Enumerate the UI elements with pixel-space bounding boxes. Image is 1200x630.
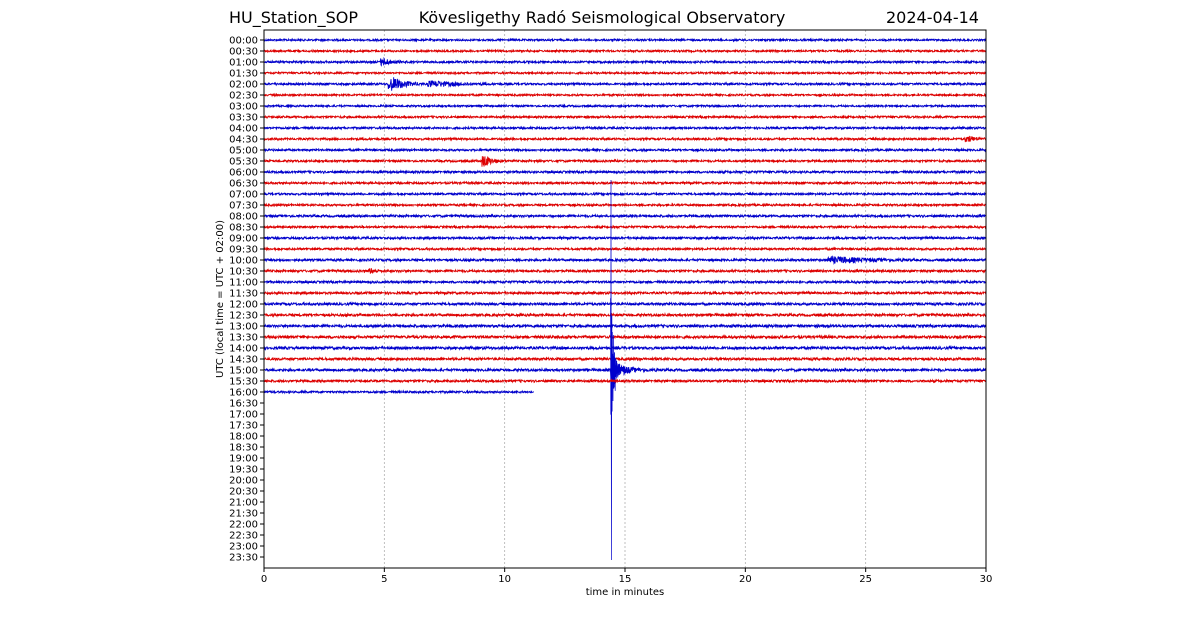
y-tick-label: 06:00 xyxy=(229,168,258,179)
earthquake-spike xyxy=(610,179,625,561)
y-tick-label: 22:00 xyxy=(229,520,258,531)
x-tick-label: 30 xyxy=(980,574,993,585)
trace-0030 xyxy=(263,48,987,54)
vertical-gridlines xyxy=(383,30,867,568)
y-tick-label: 23:30 xyxy=(229,553,258,564)
y-tick-label: 07:30 xyxy=(229,201,258,212)
x-tick-label: 5 xyxy=(381,574,387,585)
y-tick-label: 12:30 xyxy=(229,311,258,322)
y-tick-label: 11:00 xyxy=(229,278,258,289)
y-tick-label: 14:00 xyxy=(229,344,258,355)
y-tick-label: 02:00 xyxy=(229,80,258,91)
trace-1500 xyxy=(263,358,987,379)
trace-0830 xyxy=(263,224,987,230)
trace-1600 xyxy=(263,389,534,395)
y-tick-label: 03:30 xyxy=(229,113,258,124)
trace-0700 xyxy=(263,191,987,197)
x-axis-label: time in minutes xyxy=(586,587,665,598)
x-tick-label: 15 xyxy=(619,574,632,585)
y-tick-label: 13:00 xyxy=(229,322,258,333)
x-tick-label: 25 xyxy=(859,574,872,585)
trace-0500 xyxy=(263,147,987,153)
trace-1530 xyxy=(263,378,987,384)
trace-0730 xyxy=(263,202,987,208)
trace-0130 xyxy=(263,70,987,76)
y-tick-label: 07:00 xyxy=(229,190,258,201)
y-tick-label: 16:30 xyxy=(229,399,258,410)
y-tick-label: 20:30 xyxy=(229,487,258,498)
y-tick-label: 01:00 xyxy=(229,58,258,69)
y-tick-label: 18:00 xyxy=(229,432,258,443)
y-tick-label: 15:00 xyxy=(229,366,258,377)
y-tick-label: 10:00 xyxy=(229,256,258,267)
y-tick-label: 03:00 xyxy=(229,102,258,113)
y-tick-label: 21:00 xyxy=(229,498,258,509)
x-tick-label: 0 xyxy=(261,574,267,585)
trace-1430 xyxy=(263,356,987,362)
trace-1400 xyxy=(263,344,987,352)
trace-0300 xyxy=(263,103,987,109)
y-tick-label: 08:00 xyxy=(229,212,258,223)
trace-0100 xyxy=(263,56,987,67)
y-tick-label: 00:30 xyxy=(229,47,258,58)
trace-1200 xyxy=(263,301,987,307)
y-axis-label: UTC (local time = UTC + 02:00) xyxy=(215,220,226,378)
y-tick-label: 12:00 xyxy=(229,300,258,311)
trace-0430 xyxy=(263,135,987,143)
trace-1030 xyxy=(263,268,987,275)
trace-1130 xyxy=(263,290,987,296)
trace-0530 xyxy=(263,156,987,167)
y-tick-label: 09:30 xyxy=(229,245,258,256)
y-tick-label: 23:00 xyxy=(229,542,258,553)
y-tick-label: 08:30 xyxy=(229,223,258,234)
y-tick-label: 00:00 xyxy=(229,36,258,47)
y-tick-label: 11:30 xyxy=(229,289,258,300)
trace-1330 xyxy=(263,333,987,341)
trace-0230 xyxy=(263,92,987,98)
trace-0630 xyxy=(263,180,987,186)
y-tick-label: 05:00 xyxy=(229,146,258,157)
y-tick-label: 14:30 xyxy=(229,355,258,366)
y-tick-label: 19:30 xyxy=(229,465,258,476)
trace-1000 xyxy=(263,255,987,265)
y-tick-label: 16:00 xyxy=(229,388,258,399)
y-tick-label: 10:30 xyxy=(229,267,258,278)
y-tick-label: 21:30 xyxy=(229,509,258,520)
trace-0900 xyxy=(263,235,987,241)
trace-0800 xyxy=(263,213,987,219)
trace-1100 xyxy=(263,279,987,285)
y-tick-label: 17:00 xyxy=(229,410,258,421)
trace-0200 xyxy=(263,77,987,91)
y-tick-label: 19:00 xyxy=(229,454,258,465)
y-tick-label: 04:30 xyxy=(229,135,258,146)
x-axis-ticks: 0 5 10 15 20 25 30 xyxy=(261,568,993,585)
y-tick-label: 06:30 xyxy=(229,179,258,190)
trace-1230 xyxy=(263,312,987,318)
trace-0000 xyxy=(263,37,987,43)
y-tick-label: 18:30 xyxy=(229,443,258,454)
y-tick-label: 02:30 xyxy=(229,91,258,102)
trace-1300 xyxy=(263,322,987,329)
trace-0400 xyxy=(263,125,987,131)
station-name: HU_Station_SOP xyxy=(229,8,359,27)
trace-0600 xyxy=(263,169,987,175)
y-tick-label: 17:30 xyxy=(229,421,258,432)
y-tick-label: 09:00 xyxy=(229,234,258,245)
trace-rows xyxy=(263,37,987,561)
x-tick-label: 20 xyxy=(739,574,752,585)
record-date: 2024-04-14 xyxy=(886,8,979,27)
y-tick-label: 04:00 xyxy=(229,124,258,135)
y-tick-label: 22:30 xyxy=(229,531,258,542)
x-tick-label: 10 xyxy=(498,574,511,585)
y-tick-label: 13:30 xyxy=(229,333,258,344)
trace-0930 xyxy=(263,246,987,252)
y-tick-label: 15:30 xyxy=(229,377,258,388)
y-tick-label: 05:30 xyxy=(229,157,258,168)
trace-0330 xyxy=(263,114,987,120)
y-axis-ticks: 00:0000:3001:0001:3002:0002:3003:0003:30… xyxy=(229,36,264,564)
y-tick-label: 01:30 xyxy=(229,69,258,80)
observatory-title: Kövesligethy Radó Seismological Observat… xyxy=(418,8,786,27)
y-tick-label: 20:00 xyxy=(229,476,258,487)
